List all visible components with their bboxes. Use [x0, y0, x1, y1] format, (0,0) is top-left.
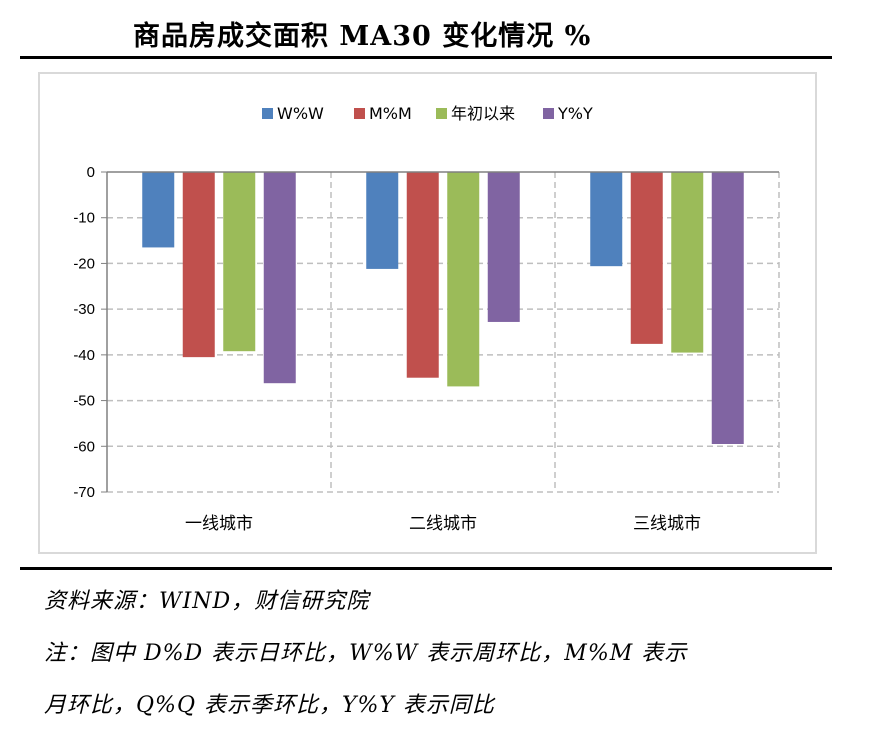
- bar: [142, 172, 175, 248]
- x-tick-label: 二线城市: [409, 514, 477, 534]
- source-note: 资料来源：WIND，财信研究院: [44, 589, 370, 614]
- legend-label: 年初以来: [451, 104, 515, 123]
- y-tick-label: 0: [87, 164, 95, 181]
- bar: [366, 172, 399, 269]
- bar: [671, 172, 704, 353]
- bar: [406, 172, 439, 378]
- y-tick-label: -50: [73, 393, 95, 410]
- bar: [630, 172, 663, 344]
- bar: [711, 172, 744, 444]
- bar: [487, 172, 520, 322]
- x-tick-label: 三线城市: [633, 514, 701, 534]
- bar: [182, 172, 215, 358]
- legend-swatch: [543, 108, 554, 119]
- legend-note-line-2: 月环比，Q%Q 表示季环比，Y%Y 表示同比: [44, 693, 495, 718]
- chart-frame: [38, 72, 817, 554]
- legend-note-line-1: 注：图中 D%D 表示日环比，W%W 表示周环比，M%M 表示: [44, 641, 688, 666]
- y-tick-label: -70: [73, 484, 95, 501]
- bar: [223, 172, 256, 352]
- bar: [590, 172, 623, 267]
- legend-label: W%W: [277, 104, 324, 123]
- legend-swatch: [354, 108, 365, 119]
- x-tick-label: 一线城市: [185, 514, 253, 534]
- y-tick-label: -20: [73, 255, 95, 272]
- legend-label: Y%Y: [557, 104, 593, 123]
- legend-swatch: [436, 108, 447, 119]
- legend-label: M%M: [369, 104, 412, 123]
- y-tick-label: -40: [73, 347, 95, 364]
- chart-bottom-rule: [20, 567, 832, 570]
- y-tick-label: -60: [73, 438, 95, 455]
- y-tick-label: -30: [73, 301, 95, 318]
- bar: [263, 172, 296, 384]
- y-tick-label: -10: [73, 210, 95, 227]
- bar: [447, 172, 480, 387]
- title-underline: [20, 56, 832, 59]
- chart-title: 商品房成交面积 MA30 变化情况 %: [133, 21, 592, 52]
- legend-swatch: [262, 108, 273, 119]
